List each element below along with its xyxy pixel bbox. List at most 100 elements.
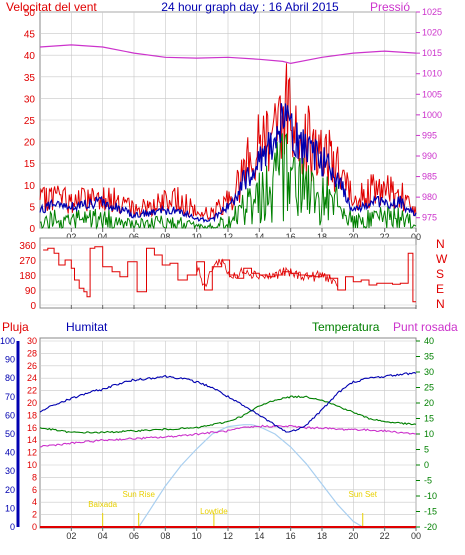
humidity-tick-label: 70 — [5, 392, 15, 402]
humidity-tick-label: 60 — [5, 410, 15, 420]
x-tick-label: 04 — [98, 531, 108, 541]
temperature-tick-label: 15 — [424, 414, 434, 424]
event-label: Lowtide — [200, 507, 228, 516]
compass-label: N — [436, 237, 445, 251]
compass-label: W — [436, 252, 448, 266]
wind-tick-label: 15 — [24, 159, 36, 170]
wind-tick-label: 0 — [29, 224, 35, 235]
event-label: Sun Rise — [122, 490, 155, 499]
humidity-tick-label: 40 — [5, 448, 15, 458]
pressure-tick-label: 990 — [422, 151, 437, 161]
rain-tick-label: 16 — [27, 423, 37, 433]
x-tick-label: 10 — [192, 232, 202, 242]
rain-tick-label: 14 — [27, 435, 37, 445]
humidity-tick-label: 30 — [5, 466, 15, 476]
pressure-tick-label: 1015 — [422, 48, 442, 58]
temperature-tick-label: 20 — [424, 398, 434, 408]
solar-elevation-series — [138, 424, 364, 528]
event-label: Baixada — [88, 500, 117, 509]
humidity-tick-label: 10 — [5, 503, 15, 513]
rain-tick-label: 22 — [27, 386, 37, 396]
x-tick-label: 04 — [98, 232, 108, 242]
x-tick-label: 18 — [317, 232, 327, 242]
x-tick-label: 20 — [348, 531, 358, 541]
rain-tick-label: 10 — [27, 460, 37, 470]
chart-title: 24 hour graph day : 16 Abril 2015 — [161, 0, 339, 14]
rain-tick-label: 26 — [27, 361, 37, 371]
x-tick-label: 18 — [317, 531, 327, 541]
x-tick-label: 22 — [380, 531, 390, 541]
wind-tick-label: 25 — [24, 116, 36, 127]
wind-pressure-panel: 0510152025303540455097598098599099510001… — [6, 0, 442, 242]
compass-label: S — [436, 267, 444, 281]
temperature-tick-label: 40 — [424, 336, 434, 346]
pressure-tick-label: 985 — [422, 172, 437, 182]
wind-average-series — [39, 103, 417, 223]
dewpoint-label: Punt rosada — [393, 320, 458, 334]
pressure-tick-label: 1020 — [422, 28, 442, 38]
temperature-tick-label: 5 — [424, 445, 429, 455]
temperature-label: Temperatura — [312, 320, 380, 334]
direction-tick-label: 90 — [25, 286, 37, 297]
temperature-tick-label: 30 — [424, 367, 434, 377]
x-tick-label: 10 — [192, 531, 202, 541]
x-tick-label: 14 — [254, 531, 264, 541]
pressure-tick-label: 1000 — [422, 110, 442, 120]
temperature-tick-label: 35 — [424, 352, 434, 362]
wind-tick-label: 50 — [24, 8, 36, 19]
x-tick-label: 08 — [160, 531, 170, 541]
x-tick-label: 08 — [160, 232, 170, 242]
pressure-tick-label: 1005 — [422, 89, 442, 99]
dewpoint-series — [39, 424, 417, 448]
humidity-tick-label: 80 — [5, 373, 15, 383]
wind-tick-label: 35 — [24, 73, 36, 84]
rain-tick-label: 6 — [32, 485, 37, 495]
temperature-series — [39, 395, 417, 434]
wind-tick-label: 30 — [24, 94, 36, 105]
rain-tick-label: 4 — [32, 497, 37, 507]
compass-label: N — [436, 297, 445, 311]
x-tick-label: 16 — [286, 232, 296, 242]
rain-tick-label: 30 — [27, 336, 37, 346]
wind-tick-label: 10 — [24, 181, 36, 192]
humidity-tick-label: 100 — [0, 336, 15, 346]
humidity-label: Humitat — [66, 320, 108, 334]
rain-tick-label: 24 — [27, 373, 37, 383]
wind-tick-label: 40 — [24, 51, 36, 62]
wind-tick-label: 20 — [24, 138, 36, 149]
rain-label: Pluja — [2, 320, 29, 334]
temperature-tick-label: 25 — [424, 383, 434, 393]
pressure-label: Pressió — [370, 0, 410, 14]
rain-tick-label: 20 — [27, 398, 37, 408]
pressure-tick-label: 975 — [422, 213, 437, 223]
direction-tick-label: 0 — [30, 301, 36, 312]
wind-tick-label: 5 — [29, 202, 35, 213]
rain-tick-label: 8 — [32, 472, 37, 482]
pressure-tick-label: 1010 — [422, 69, 442, 79]
pressure-tick-label: 1025 — [422, 7, 442, 17]
x-tick-label: 02 — [66, 232, 76, 242]
rain-tick-label: 28 — [27, 348, 37, 358]
x-tick-label: 00 — [411, 531, 421, 541]
direction-tick-label: 180 — [19, 271, 36, 282]
wind-speed-label: Velocitat del vent — [6, 0, 97, 14]
wind-tick-label: 45 — [24, 30, 36, 41]
temperature-tick-label: 0 — [424, 460, 429, 470]
event-label: Sun Set — [348, 490, 377, 499]
humidity-tick-label: 0 — [10, 522, 15, 532]
temperature-tick-label: -10 — [424, 491, 437, 501]
humidity-series — [39, 372, 417, 433]
direction-tick-label: 270 — [19, 256, 36, 267]
x-tick-label: 14 — [254, 232, 264, 242]
rain-tick-label: 12 — [27, 448, 37, 458]
humidity-tick-label: 90 — [5, 355, 15, 365]
rain-tick-label: 2 — [32, 510, 37, 520]
pressure-tick-label: 995 — [422, 130, 437, 140]
x-tick-label: 12 — [223, 531, 233, 541]
pressure-series — [39, 44, 417, 65]
x-tick-label: 06 — [129, 531, 139, 541]
direction-tick-label: 360 — [19, 241, 36, 252]
